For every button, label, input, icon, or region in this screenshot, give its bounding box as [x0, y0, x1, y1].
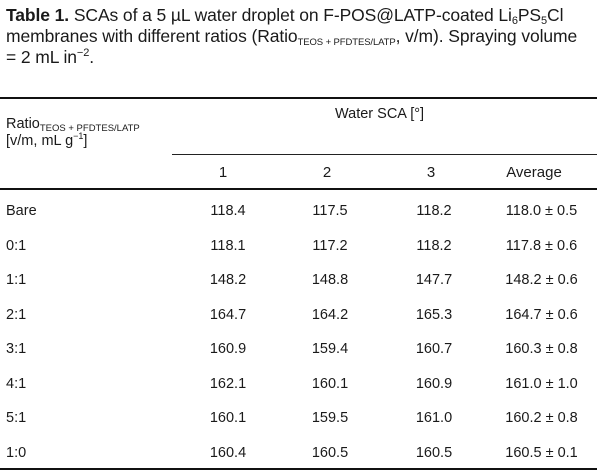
caption-text-a: SCAs of a 5 µL water droplet on F-POS@LA…	[69, 5, 512, 25]
caption-sup-in: −2	[76, 47, 90, 59]
col-header-2: 2	[322, 164, 332, 181]
sca-3-cell: 160.5	[415, 444, 453, 461]
table-row: 5:1 160.1 159.5 161.0 160.2 ± 0.8	[0, 401, 597, 436]
average-cell: 160.5 ± 0.1	[505, 444, 578, 461]
ratio-header-main: Ratio	[6, 116, 40, 132]
table-caption: Table 1. SCAs of a 5 µL water droplet on…	[6, 5, 591, 68]
caption-text-b: , v/m). Spraying volume = 2 mL in	[6, 26, 578, 67]
sca-2-cell: 117.5	[312, 203, 348, 220]
ratio-header-line2: [v/m, mL g−1]	[6, 131, 140, 150]
sca-2-cell: 117.2	[312, 237, 348, 254]
average-cell: 148.2 ± 0.6	[505, 272, 578, 289]
sca-1-cell: 118.1	[210, 237, 246, 254]
ratio-cell: 1:1	[6, 272, 27, 289]
sca-data-table: Bare 118.4 117.5 118.2 118.0 ± 0.5 0:1 118.1 11…	[0, 194, 597, 470]
ratio-cell: 5:1	[6, 410, 27, 427]
average-cell: 161.0 ± 1.0	[505, 375, 578, 392]
sca-1-cell: 160.4	[209, 444, 247, 461]
water-sca-header: Water SCA [°]	[335, 106, 425, 122]
sca-2-cell: 159.4	[311, 341, 349, 358]
caption-sub-li: 6	[511, 15, 518, 27]
header-bottom-rule	[0, 188, 597, 190]
ratio-cell: 0:1	[6, 237, 27, 254]
table-row: 0:1 118.1 117.2 118.2 117.8 ± 0.6	[0, 229, 597, 264]
caption-sub-ps: 5	[541, 15, 548, 27]
ratio-cell: Bare	[6, 203, 37, 220]
table-label: Table 1.	[6, 5, 70, 25]
caption-text-end: .	[89, 47, 95, 67]
sca-3-cell: 147.7	[415, 272, 453, 289]
sca-1-cell: 162.1	[209, 375, 247, 392]
sca-3-cell: 160.9	[415, 375, 453, 392]
ratio-cell: 3:1	[6, 341, 27, 358]
sca-2-cell: 148.8	[311, 272, 349, 289]
sca-1-cell: 160.1	[209, 410, 247, 427]
col-header-1: 1	[218, 164, 228, 181]
ratio-header-line1: RatioTEOS + PFDTES/LATP	[6, 116, 140, 133]
ratio-column-header: RatioTEOS + PFDTES/LATP [v/m, mL g−1]	[6, 116, 140, 150]
ratio-unit-b: ]	[83, 133, 88, 149]
bottom-rule	[0, 468, 597, 470]
average-cell: 118.0 ± 0.5	[505, 203, 578, 220]
col-header-3: 3	[426, 164, 436, 181]
sca-3-cell: 160.7	[415, 341, 453, 358]
sca-3-cell: 165.3	[415, 306, 453, 323]
ratio-header-sub: TEOS + PFDTES/LATP	[39, 123, 140, 134]
sca-2-cell: 160.5	[311, 444, 349, 461]
ratio-cell: 2:1	[6, 306, 27, 323]
sca-1-cell: 148.2	[209, 272, 247, 289]
table-row: 2:1 164.7 164.2 165.3 164.7 ± 0.6	[0, 298, 597, 333]
table-row: Bare 118.4 117.5 118.2 118.0 ± 0.5	[0, 194, 597, 229]
sca-3-cell: 161.0	[415, 410, 453, 427]
ratio-unit-sup: −1	[73, 131, 84, 141]
sca-2-cell: 159.5	[311, 410, 349, 427]
caption-sub-ratio: TEOS + PFDTES/LATP	[297, 37, 396, 48]
table-row: 4:1 162.1 160.1 160.9 161.0 ± 1.0	[0, 367, 597, 402]
average-cell: 164.7 ± 0.6	[505, 306, 578, 323]
table-body: Bare 118.4 117.5 118.2 118.0 ± 0.5 0:1 118.1 11…	[0, 194, 597, 470]
table-row: 1:0 160.4 160.5 160.5 160.5 ± 0.1	[0, 436, 597, 471]
caption-text-ps: PS	[517, 5, 542, 25]
table-row: 1:1 148.2 148.8 147.7 148.2 ± 0.6	[0, 263, 597, 298]
top-rule	[0, 97, 597, 99]
sca-1-cell: 118.4	[210, 203, 246, 220]
sca-2-cell: 160.1	[311, 375, 349, 392]
col-header-average: Average	[506, 164, 562, 181]
average-cell: 160.2 ± 0.8	[505, 410, 578, 427]
average-cell: 117.8 ± 0.6	[505, 237, 578, 254]
sca-2-cell: 164.2	[311, 306, 349, 323]
sca-1-cell: 164.7	[209, 306, 247, 323]
sca-1-cell: 160.9	[209, 341, 247, 358]
ratio-cell: 4:1	[6, 375, 27, 392]
ratio-unit-a: [v/m, mL g	[6, 133, 74, 149]
average-cell: 160.3 ± 0.8	[505, 341, 578, 358]
caption-text-cl: Cl membranes with different ratios (Rati…	[6, 5, 564, 46]
sca-3-cell: 118.2	[416, 237, 452, 254]
subheader-rule	[172, 154, 597, 155]
table-row: 3:1 160.9 159.4 160.7 160.3 ± 0.8	[0, 332, 597, 367]
ratio-cell: 1:0	[6, 444, 27, 461]
sca-3-cell: 118.2	[416, 203, 452, 220]
